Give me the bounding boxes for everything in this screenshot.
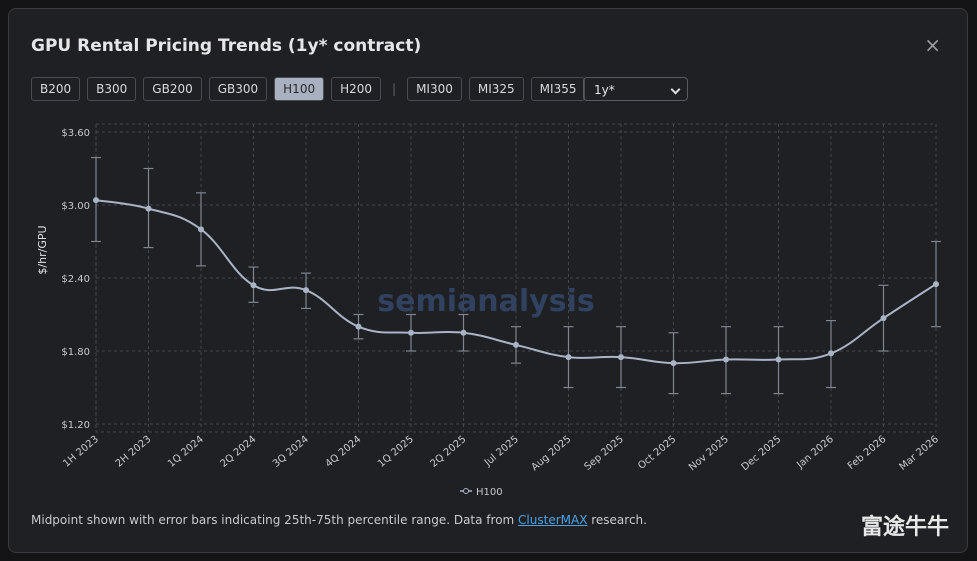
y-tick-label: $3.60	[61, 128, 90, 139]
gpu-button[interactable]: MI300	[407, 77, 462, 101]
point	[933, 281, 939, 288]
point	[355, 323, 362, 330]
y-tick-label: $2.40	[61, 274, 90, 285]
gpu-button[interactable]: B300	[87, 77, 137, 101]
x-tick-label: 1Q 2024	[166, 434, 206, 470]
x-tick-label: 2H 2023	[114, 434, 154, 470]
x-tick-label: 1Q 2025	[376, 434, 416, 470]
point	[775, 356, 782, 363]
x-tick-label: 4Q 2024	[324, 434, 364, 470]
point	[93, 197, 99, 204]
legend-label: H100	[476, 487, 503, 498]
footnote-link[interactable]: ClusterMAX	[518, 513, 588, 527]
x-tick-label: Nov 2025	[687, 434, 731, 473]
legend-marker	[463, 488, 469, 494]
modal: GPU Rental Pricing Trends (1y* contract)…	[8, 8, 968, 553]
point	[618, 354, 624, 361]
point	[880, 315, 887, 322]
separator: |	[392, 82, 397, 96]
footnote-text: research.	[587, 513, 647, 527]
point	[670, 360, 677, 367]
x-tick-label: 2Q 2025	[429, 434, 469, 470]
x-tick-label: Jul 2025	[482, 434, 521, 469]
x-tick-label: Aug 2025	[529, 434, 573, 473]
gpu-button[interactable]: GB200	[143, 77, 202, 101]
brand-watermark: 富途牛牛	[860, 515, 949, 540]
footnote: Midpoint shown with error bars indicatin…	[31, 513, 647, 527]
point	[828, 350, 834, 357]
x-tick-label: 3Q 2024	[271, 434, 311, 470]
y-tick-label: $1.20	[61, 420, 90, 431]
close-button[interactable]: ×	[924, 33, 941, 57]
point	[513, 341, 519, 348]
gpu-button[interactable]: MI325	[468, 77, 524, 101]
y-axis-label: $/hr/GPU	[36, 225, 49, 274]
point	[198, 226, 204, 233]
x-tick-label: 1H 2023	[61, 434, 101, 470]
gpu-button[interactable]: H100	[274, 77, 325, 101]
x-tick-label: Feb 2026	[846, 434, 889, 472]
footnote-text: Midpoint shown with error bars indicatin…	[31, 513, 519, 527]
gpu-buttons: B200 B300 GB200 GB300 H100 H200 | MI300 MI325 MI3…	[31, 77, 586, 101]
point	[408, 329, 414, 336]
point	[250, 282, 257, 289]
watermark: semianalysis	[377, 284, 594, 319]
x-tick-label: Jan 2026	[794, 434, 836, 471]
gpu-button[interactable]: B200	[31, 77, 81, 101]
gpu-button[interactable]: H200	[331, 77, 382, 101]
point	[565, 354, 572, 361]
x-tick-label: Dec 2025	[740, 434, 784, 473]
y-tick-label: $3.00	[61, 201, 90, 212]
contract-select[interactable]: 1y*	[583, 77, 688, 101]
point	[145, 205, 152, 212]
gpu-button[interactable]: GB300	[208, 77, 268, 101]
x-tick-label: 2Q 2024	[219, 434, 259, 470]
point	[460, 329, 467, 336]
point	[303, 287, 309, 294]
point	[723, 356, 729, 363]
modal-title: GPU Rental Pricing Trends (1y* contract)	[31, 36, 422, 56]
x-tick-label: Oct 2025	[636, 434, 678, 472]
x-tick-label: Mar 2026	[897, 434, 940, 473]
y-tick-label: $1.80	[61, 347, 90, 358]
x-tick-label: Sep 2025	[582, 434, 625, 473]
